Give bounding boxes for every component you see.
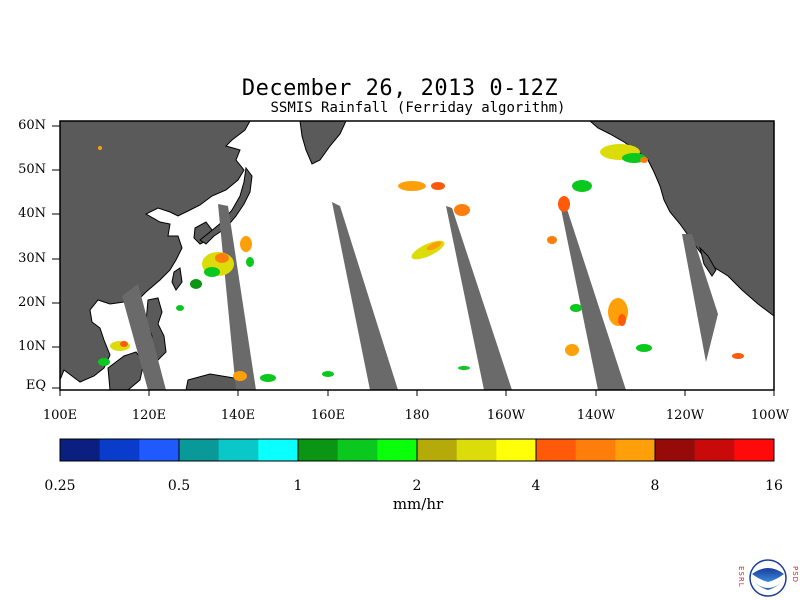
lat-label-50n: 50N (18, 162, 46, 177)
rain-cell (120, 341, 128, 347)
rain-cell (176, 305, 184, 311)
rain-cell (640, 157, 648, 163)
rain-cell (246, 257, 254, 267)
swath-gap-1 (122, 284, 166, 390)
rain-cell (190, 279, 202, 289)
colorbar-tick-label: 4 (531, 478, 541, 494)
swath-gap-4 (446, 206, 512, 390)
taiwan-island (171, 267, 183, 291)
colorbar-frame (59, 438, 775, 462)
colorbar-swatch (139, 439, 180, 461)
map-title: December 26, 2013 0-12Z (241, 76, 559, 101)
rain-cells (98, 144, 744, 382)
japan-island (199, 166, 253, 245)
rain-cell (458, 366, 470, 370)
rain-cell (636, 344, 652, 352)
swath-gap-5 (560, 204, 626, 390)
colorbar-tick-label: 16 (765, 478, 783, 494)
colorbar-swatch (258, 439, 299, 461)
lat-label-20n: 20N (18, 295, 46, 310)
lon-label-180: 180 (404, 408, 430, 423)
rain-cell (732, 353, 744, 359)
rain-cell (558, 196, 570, 212)
colorbar-swatch (417, 439, 458, 461)
colorbar-swatch (694, 439, 735, 461)
colorbar-tick-label: 8 (650, 478, 660, 494)
north-america-landmass (588, 120, 775, 317)
rain-cell (322, 371, 334, 377)
colorbar-swatch (536, 439, 577, 461)
colorbar-swatch (734, 439, 775, 461)
colorbar-swatch (179, 439, 220, 461)
rain-cell (260, 374, 276, 382)
colorbar-swatch (377, 439, 418, 461)
rain-cell (622, 153, 646, 163)
asia-landmass (59, 120, 251, 383)
rain-cell (454, 204, 470, 216)
colorbar-swatch (456, 439, 497, 461)
axis-ticks (52, 125, 775, 396)
rain-cell (240, 236, 252, 252)
rain-cell (98, 358, 110, 366)
swath-gap-3 (332, 202, 398, 390)
rain-cell (570, 304, 582, 312)
rain-cell (233, 371, 247, 381)
rain-cell (565, 344, 579, 356)
swath-gap-6 (682, 234, 718, 362)
colorbar-units: mm/hr (392, 495, 444, 513)
lat-label-10n: 10N (18, 339, 46, 354)
colorbar-swatch (655, 439, 696, 461)
kamchatka-landmass (299, 120, 347, 165)
lon-label-160w: 160W (486, 408, 526, 423)
lat-label-eq: EQ (25, 378, 46, 393)
lat-label-60n: 60N (18, 118, 46, 133)
lon-label-120w: 120W (665, 408, 705, 423)
colorbar-tick-label: 0.25 (44, 478, 76, 494)
rain-cell (618, 314, 626, 326)
noaa-logo: ESRL PSD (737, 559, 799, 597)
rain-cell (431, 182, 445, 190)
colorbar-swatch (575, 439, 616, 461)
colorbar-tick-label: 2 (412, 478, 422, 494)
lon-label-100w: 100W (750, 408, 790, 423)
colorbar-swatch (337, 439, 378, 461)
swath-gap-2 (218, 204, 256, 390)
lon-label-140w: 140W (576, 408, 616, 423)
lon-label-100e: 100E (42, 408, 78, 423)
colorbar-swatch (615, 439, 656, 461)
noaa-logo-left-letters: ESRL (737, 566, 745, 588)
lon-label-120e: 120E (131, 408, 167, 423)
colorbar-swatch (60, 439, 101, 461)
colorbar-swatch (298, 439, 339, 461)
rain-cell (398, 181, 426, 191)
rain-cell (572, 180, 592, 192)
lat-label-30n: 30N (18, 251, 46, 266)
baja-peninsula (699, 246, 717, 277)
colorbar-swatch (496, 439, 537, 461)
lon-label-160e: 160E (310, 408, 346, 423)
rain-cell (98, 146, 102, 150)
colorbar-swatch (218, 439, 259, 461)
lon-label-140e: 140E (220, 408, 256, 423)
lat-label-40n: 40N (18, 206, 46, 221)
rain-cell (426, 241, 442, 251)
rain-cell (547, 236, 557, 244)
colorbar-tick-label: 0.5 (167, 478, 191, 494)
map-subtitle: SSMIS Rainfall (Ferriday algorithm) (270, 100, 566, 116)
noaa-logo-right-letters: PSD (791, 566, 799, 583)
rain-cell (204, 267, 220, 277)
colorbar-swatch (99, 439, 140, 461)
rain-cell (215, 253, 229, 263)
colorbar-tick-label: 1 (293, 478, 303, 494)
